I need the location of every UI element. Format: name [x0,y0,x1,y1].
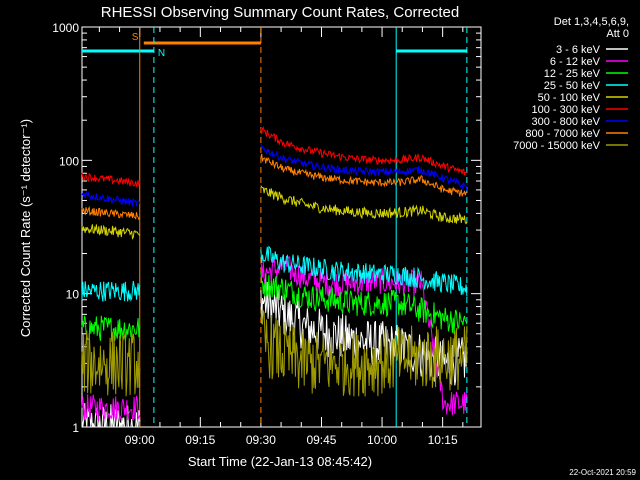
x-tick-label: 10:00 [367,433,397,447]
legend-label: 800 - 7000 keV [525,128,600,140]
legend-title-line: Att 0 [606,28,629,40]
legend-label: 6 - 12 keV [550,56,601,68]
y-tick-label: 100 [59,154,79,168]
series-line [81,394,141,422]
series-line [81,191,141,207]
legend-label: 3 - 6 keV [556,44,601,56]
footer-timestamp: 22-Oct-2021 20:59 [569,468,636,477]
x-tick-label: 10:15 [428,433,458,447]
legend-label: 12 - 25 keV [544,68,601,80]
legend-label: 7000 - 15000 keV [513,140,601,152]
legend-label: 100 - 300 keV [532,104,601,116]
series-line [260,281,468,386]
series-group [81,126,468,428]
series-line [81,224,141,240]
y-tick-label: 1000 [52,21,79,35]
night-flag-label: N [158,48,165,59]
series-line [81,330,141,397]
series-line [260,309,468,397]
series-line [81,172,141,187]
series-line [260,185,468,225]
chart-title: RHESSI Observing Summary Count Rates, Co… [101,4,459,21]
flag-bars: SN [82,32,467,59]
series-line [260,126,468,176]
y-tick-label: 1 [72,421,79,435]
series-line [81,315,141,343]
y-tick-label: 10 [66,288,80,302]
x-axis-label: Start Time (22-Jan-13 08:45:42) [188,454,372,469]
series-line [81,280,141,302]
series-line [81,205,141,221]
x-tick-label: 09:30 [246,433,276,447]
x-tick-label: 09:00 [125,433,155,447]
legend-title-line: Det 1,3,4,5,6,9, [554,16,629,28]
legend-label: 25 - 50 keV [544,80,601,92]
series-line [260,245,468,297]
series-line [81,403,141,428]
series-line [260,271,468,334]
legend-label: 300 - 800 keV [532,116,601,128]
legend-label: 50 - 100 keV [538,92,601,104]
x-tick-label: 09:45 [306,433,336,447]
series-line [260,153,468,197]
y-axis-label: Corrected Count Rate (s⁻¹ detector⁻¹) [18,119,33,337]
series-line [260,143,468,191]
x-tick-label: 09:15 [185,433,215,447]
saa-flag-label: S [132,32,139,43]
